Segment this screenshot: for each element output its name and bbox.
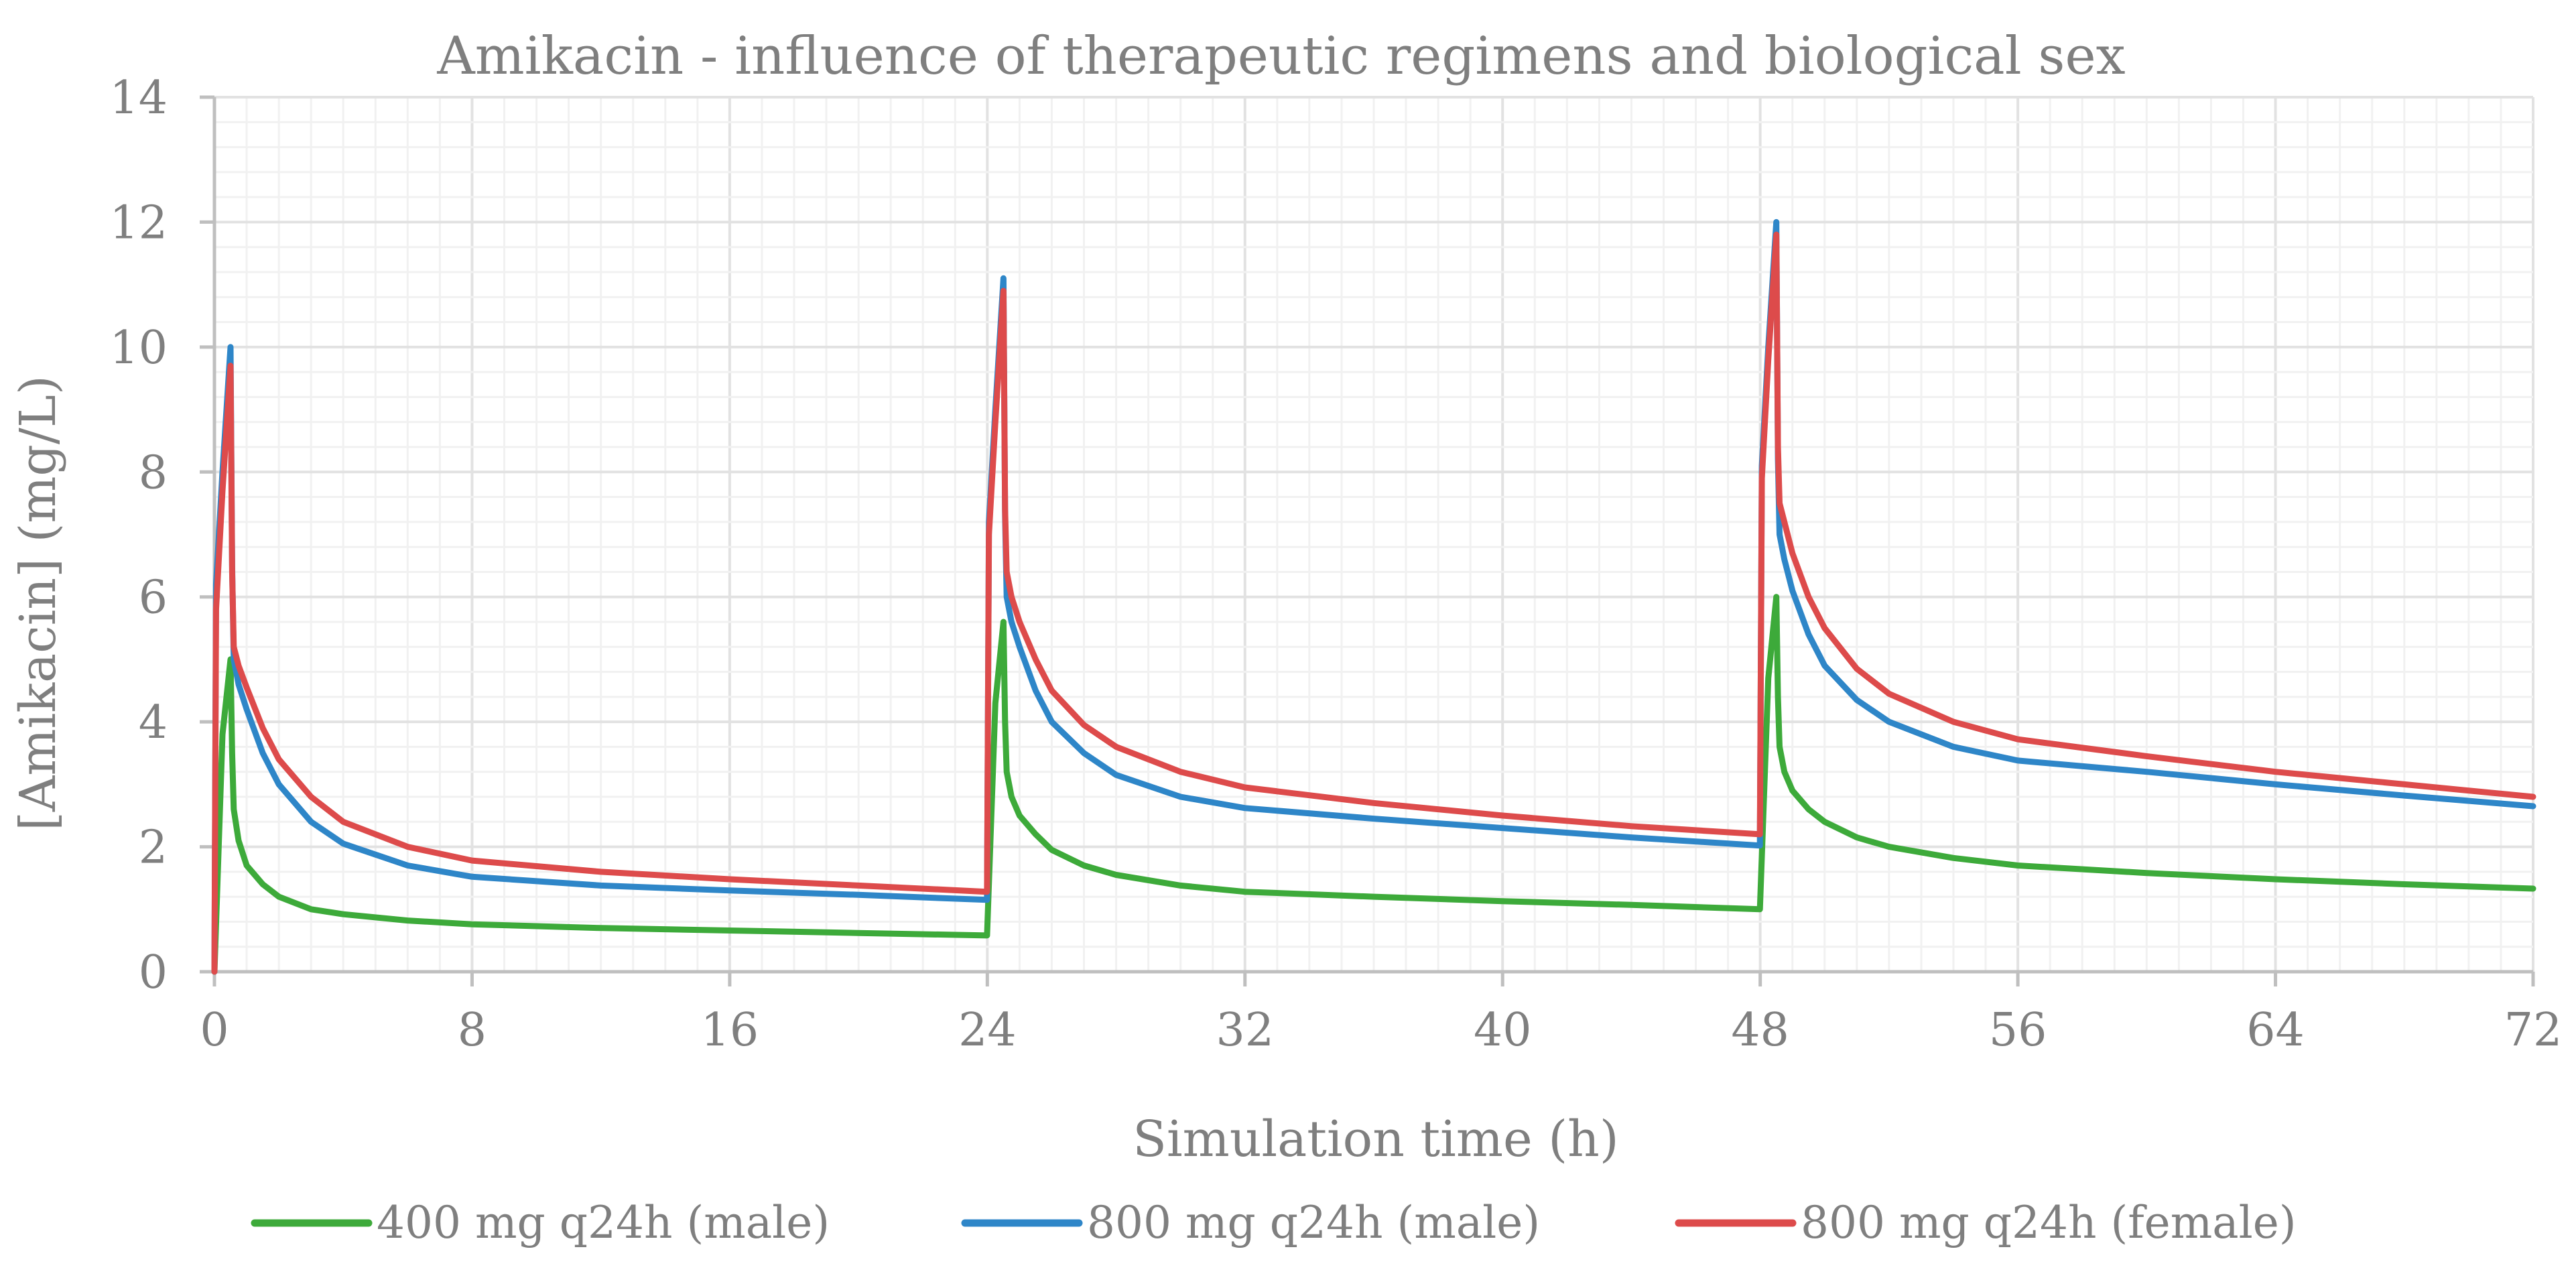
y-tick-labels: 0 2 4 6 8 10 12 14 bbox=[109, 72, 214, 999]
y-tick-label: 8 bbox=[139, 446, 168, 499]
legend-label-3: 800 mg q24h (female) bbox=[1801, 1197, 2297, 1248]
x-tick-label: 0 bbox=[200, 1004, 229, 1057]
x-tick-label: 72 bbox=[2504, 1004, 2563, 1057]
x-tick-label: 24 bbox=[958, 1004, 1017, 1057]
y-tick-label: 4 bbox=[139, 696, 168, 749]
chart-title: Amikacin - influence of therapeutic regi… bbox=[436, 26, 2125, 86]
x-axis-title: Simulation time (h) bbox=[1133, 1110, 1618, 1168]
legend-label-1: 400 mg q24h (male) bbox=[377, 1197, 830, 1248]
y-tick-label: 2 bbox=[139, 822, 168, 875]
x-tick-label: 48 bbox=[1731, 1004, 1789, 1057]
grid bbox=[213, 96, 2534, 973]
x-tick-label: 8 bbox=[458, 1004, 487, 1057]
x-tick-label: 64 bbox=[2246, 1004, 2305, 1057]
x-tick-labels: 0 8 16 24 32 40 48 56 64 72 bbox=[200, 972, 2562, 1057]
x-tick-label: 16 bbox=[701, 1004, 759, 1057]
y-tick-label: 14 bbox=[109, 72, 168, 125]
x-tick-label: 40 bbox=[1474, 1004, 1532, 1057]
x-tick-label: 56 bbox=[1989, 1004, 2047, 1057]
y-axis-title: [Amikacin] (mg/L) bbox=[9, 375, 67, 831]
series-line-3 bbox=[211, 231, 2536, 975]
series-lines bbox=[211, 218, 2536, 975]
x-tick-label: 32 bbox=[1216, 1004, 1275, 1057]
y-tick-label: 0 bbox=[139, 946, 168, 999]
legend-label-2: 800 mg q24h (male) bbox=[1087, 1197, 1540, 1248]
series-line-1 bbox=[211, 594, 2536, 975]
legend: 400 mg q24h (male) 800 mg q24h (male) 800 … bbox=[251, 1197, 2297, 1248]
y-tick-label: 10 bbox=[109, 322, 168, 375]
y-tick-label: 6 bbox=[139, 572, 168, 625]
y-tick-label: 12 bbox=[109, 196, 168, 249]
series-line-2 bbox=[211, 218, 2536, 975]
